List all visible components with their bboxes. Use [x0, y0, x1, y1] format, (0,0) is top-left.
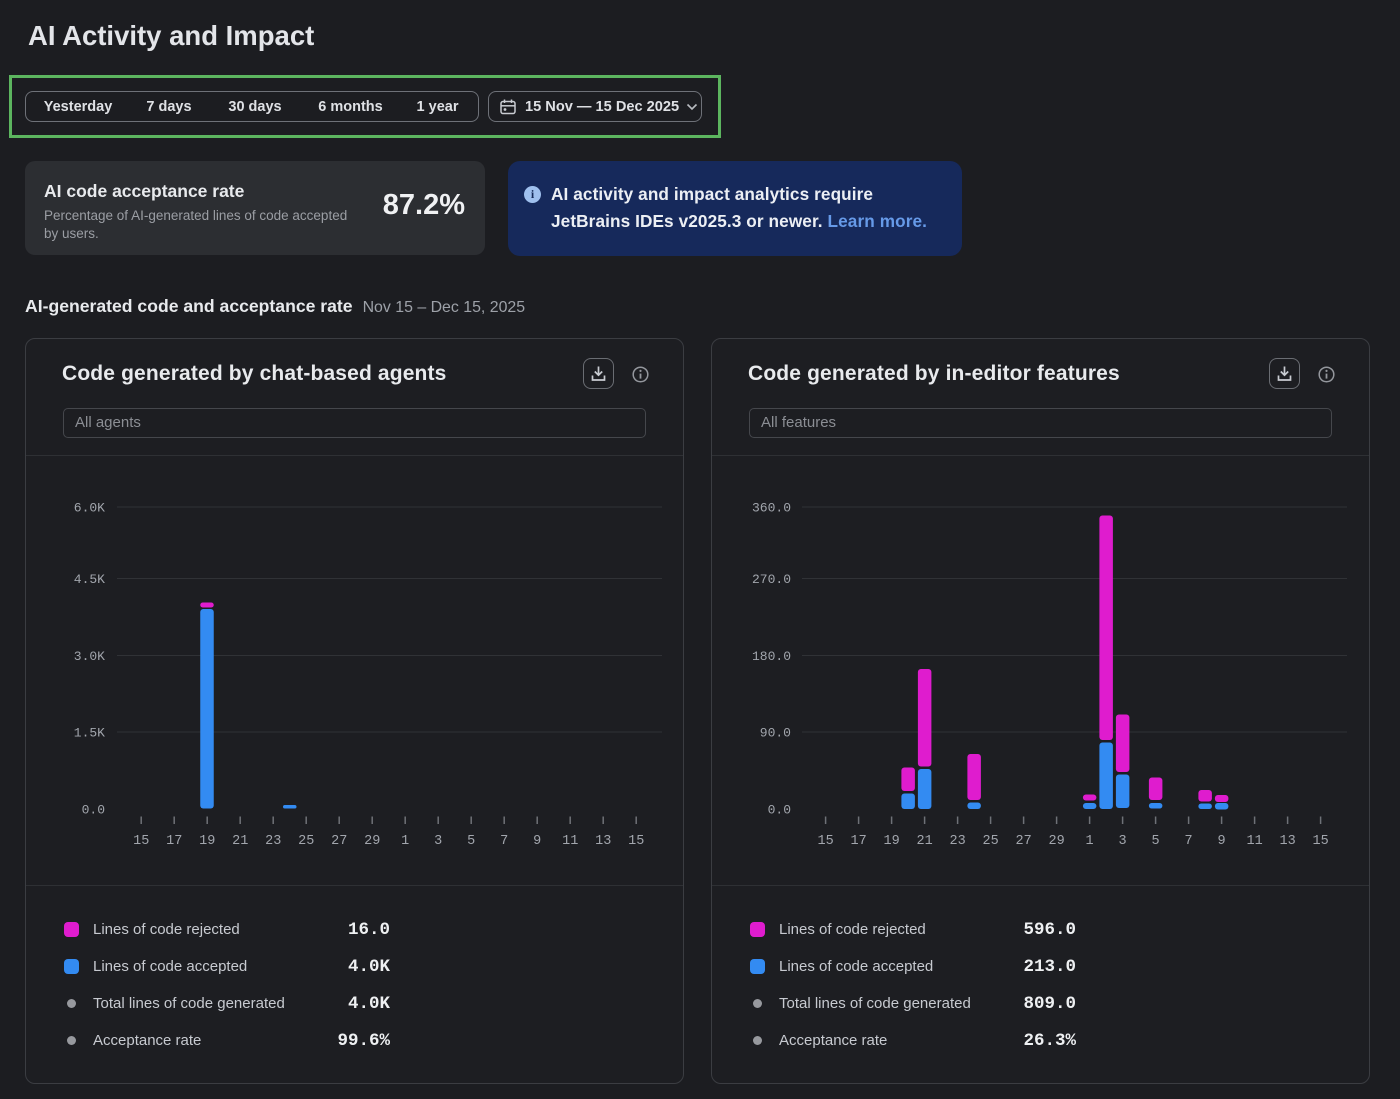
svg-text:3.0K: 3.0K: [74, 649, 105, 664]
svg-text:5: 5: [467, 834, 475, 849]
svg-text:9: 9: [533, 834, 541, 849]
svg-text:90.0: 90.0: [760, 726, 791, 741]
svg-text:19: 19: [883, 834, 899, 849]
svg-text:270.0: 270.0: [752, 572, 791, 587]
svg-text:11: 11: [1246, 834, 1262, 849]
svg-text:15: 15: [628, 834, 644, 849]
svg-text:23: 23: [949, 834, 965, 849]
svg-text:7: 7: [1185, 834, 1193, 849]
svg-text:29: 29: [1048, 834, 1064, 849]
svg-text:13: 13: [1279, 834, 1295, 849]
svg-text:21: 21: [232, 834, 248, 849]
svg-text:4.5K: 4.5K: [74, 572, 105, 587]
svg-text:21: 21: [916, 834, 932, 849]
svg-text:1: 1: [1086, 834, 1094, 849]
svg-text:25: 25: [982, 834, 998, 849]
svg-text:15: 15: [1312, 834, 1328, 849]
svg-text:25: 25: [298, 834, 314, 849]
svg-text:19: 19: [199, 834, 215, 849]
svg-text:9: 9: [1218, 834, 1226, 849]
svg-text:6.0K: 6.0K: [74, 501, 105, 516]
svg-text:11: 11: [562, 834, 578, 849]
svg-text:0.0: 0.0: [82, 803, 105, 818]
svg-text:1.5K: 1.5K: [74, 726, 105, 741]
svg-text:13: 13: [595, 834, 611, 849]
svg-text:15: 15: [133, 834, 149, 849]
svg-text:3: 3: [434, 834, 442, 849]
svg-text:29: 29: [364, 834, 380, 849]
svg-text:17: 17: [850, 834, 866, 849]
svg-text:3: 3: [1119, 834, 1127, 849]
svg-text:15: 15: [817, 834, 833, 849]
svg-text:7: 7: [500, 834, 508, 849]
svg-text:180.0: 180.0: [752, 649, 791, 664]
svg-text:5: 5: [1152, 834, 1160, 849]
svg-text:27: 27: [331, 834, 347, 849]
svg-text:27: 27: [1015, 834, 1031, 849]
svg-text:23: 23: [265, 834, 281, 849]
svg-text:0.0: 0.0: [768, 803, 791, 818]
svg-text:360.0: 360.0: [752, 501, 791, 516]
svg-text:1: 1: [401, 834, 409, 849]
svg-text:17: 17: [166, 834, 182, 849]
